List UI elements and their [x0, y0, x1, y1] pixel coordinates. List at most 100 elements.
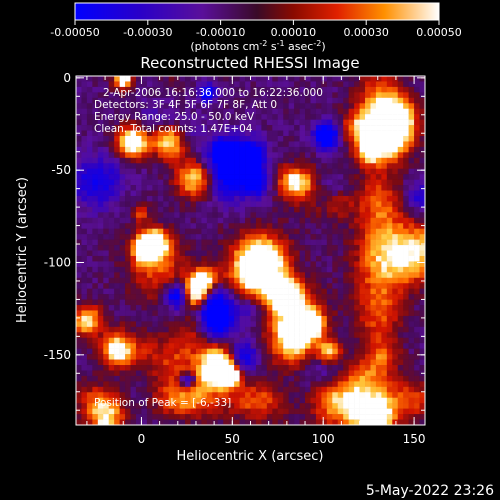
heatmap-cell [185, 157, 191, 164]
heatmap-cell [266, 157, 273, 164]
heatmap-cell [332, 408, 339, 415]
heatmap-cell [408, 354, 415, 360]
heatmap-cell [386, 255, 393, 262]
heatmap-cell [261, 212, 268, 219]
heatmap-cell [266, 403, 273, 409]
heatmap-cell [414, 370, 420, 377]
heatmap-cell [419, 414, 425, 420]
heatmap-cell [255, 250, 262, 257]
heatmap-cell [261, 365, 268, 371]
heatmap-cell [250, 185, 257, 191]
heatmap-cell [359, 86, 366, 93]
heatmap-cell [261, 179, 268, 186]
heatmap-cell [152, 337, 159, 344]
heatmap-cell [348, 310, 355, 317]
heatmap-cell [163, 228, 169, 235]
heatmap-cell [190, 174, 197, 180]
heatmap-cell [157, 266, 164, 273]
heatmap-cell [315, 272, 322, 279]
heatmap-cell [305, 146, 311, 153]
heatmap-cell [419, 179, 425, 186]
heatmap-cell [299, 370, 306, 377]
heatmap-cell [190, 332, 197, 339]
heatmap-cell [179, 92, 186, 99]
heatmap-cell [305, 108, 311, 115]
heatmap-cell [119, 119, 126, 126]
heatmap-cell [146, 392, 153, 399]
heatmap-cell [97, 190, 104, 197]
heatmap-cell [397, 97, 404, 104]
heatmap-cell [152, 408, 159, 415]
heatmap-cell [272, 359, 279, 366]
heatmap-cell [152, 212, 159, 219]
heatmap-cell [185, 255, 191, 262]
heatmap-cell [157, 130, 164, 137]
heatmap-cell [305, 174, 311, 180]
heatmap-cell [272, 239, 279, 246]
heatmap-cell [135, 212, 142, 219]
heatmap-cell [135, 288, 142, 295]
heatmap-cell [86, 266, 93, 273]
heatmap-cell [419, 272, 425, 279]
heatmap-cell [157, 174, 164, 180]
heatmap-cell [392, 103, 399, 110]
heatmap-cell [337, 375, 344, 382]
heatmap-cell [283, 239, 289, 246]
heatmap-cell [397, 157, 404, 164]
heatmap-cell [185, 288, 191, 295]
heatmap-cell [108, 359, 115, 366]
heatmap-cell [288, 386, 295, 393]
heatmap-cell [174, 310, 180, 317]
heatmap-cell [76, 255, 82, 262]
heatmap-cell [321, 255, 328, 262]
heatmap-cell [174, 299, 180, 306]
heatmap-cell [294, 321, 300, 328]
heatmap-cell [354, 332, 360, 339]
heatmap-cell [97, 212, 104, 219]
heatmap-cell [114, 81, 120, 88]
heatmap-cell [283, 108, 289, 115]
heatmap-cell [185, 315, 191, 322]
heatmap-cell [174, 370, 180, 377]
heatmap-cell [272, 185, 279, 191]
heatmap-cell [277, 119, 284, 126]
heatmap-cell [86, 212, 93, 219]
heatmap-cell [163, 305, 169, 311]
heatmap-cell [392, 179, 399, 186]
heatmap-cell [81, 179, 88, 186]
heatmap-cell [250, 114, 257, 120]
heatmap-cell [212, 414, 219, 420]
heatmap-cell [103, 305, 110, 311]
heatmap-cell [397, 108, 404, 115]
heatmap-cell [234, 108, 240, 115]
heatmap-cell [403, 337, 409, 344]
heatmap-cell [103, 321, 110, 328]
heatmap-cell [86, 92, 93, 99]
heatmap-cell [206, 174, 213, 180]
heatmap-cell [125, 103, 131, 110]
heatmap-cell [403, 157, 409, 164]
heatmap-cell [174, 190, 180, 197]
heatmap-cell [305, 261, 311, 268]
heatmap-cell [163, 337, 169, 344]
heatmap-cell [321, 305, 328, 311]
heatmap-cell [315, 130, 322, 137]
heatmap-cell [195, 277, 202, 284]
heatmap-cell [163, 255, 169, 262]
heatmap-cell [310, 223, 317, 229]
heatmap-cell [294, 163, 300, 169]
heatmap-cell [272, 337, 279, 344]
heatmap-cell [315, 255, 322, 262]
heatmap-cell [185, 185, 191, 191]
heatmap-cell [250, 130, 257, 137]
heatmap-cell [403, 152, 409, 159]
heatmap-cell [315, 152, 322, 159]
heatmap-cell [195, 201, 202, 208]
heatmap-cell [365, 266, 371, 273]
heatmap-cell [370, 414, 377, 420]
heatmap-cell [76, 315, 82, 322]
heatmap-cell [228, 386, 235, 393]
heatmap-cell [125, 386, 131, 393]
heatmap-cell [250, 261, 257, 268]
heatmap-cell [255, 326, 262, 333]
